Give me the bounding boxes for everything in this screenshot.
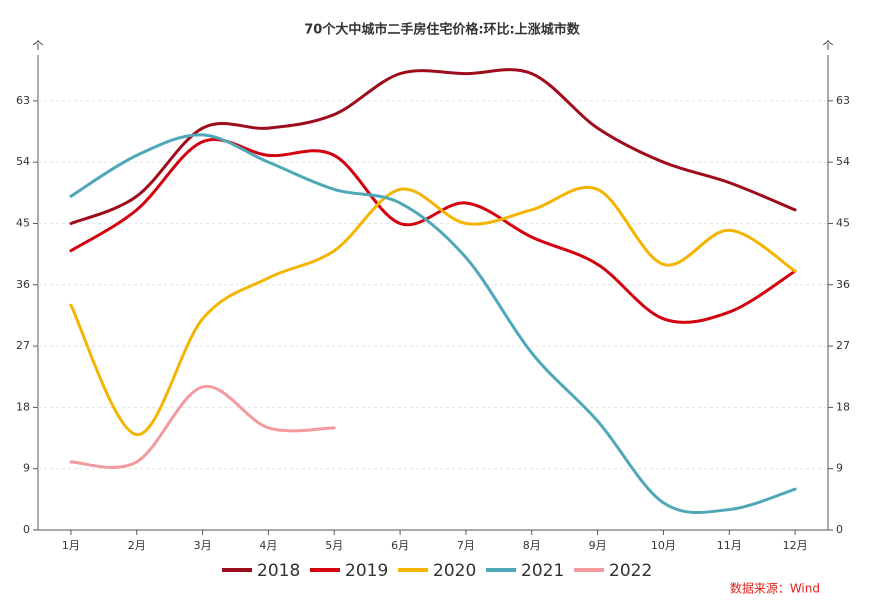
y-unit: 个 — [33, 39, 44, 52]
y2-tick-label: 9 — [836, 462, 843, 475]
x-tick-label: 9月 — [589, 539, 607, 552]
y-tick-label: 45 — [16, 216, 30, 229]
y2-tick-label: 54 — [836, 155, 850, 168]
x-tick-label: 5月 — [325, 539, 343, 552]
x-tick-label: 11月 — [717, 539, 742, 552]
x-tick-label: 2月 — [128, 539, 146, 552]
x-tick-label: 6月 — [391, 539, 409, 552]
x-tick-label: 4月 — [259, 539, 277, 552]
x-tick-label: 8月 — [523, 539, 541, 552]
series-line — [69, 133, 797, 515]
y-tick-label: 27 — [16, 339, 30, 352]
x-tick-label: 10月 — [651, 539, 676, 552]
x-tick-label: 1月 — [62, 539, 80, 552]
y2-tick-label: 18 — [836, 400, 850, 413]
y-tick-label: 63 — [16, 94, 30, 107]
x-tick-label: 3月 — [194, 539, 212, 552]
y-tick-label: 9 — [23, 462, 30, 475]
y2-tick-label: 0 — [836, 523, 843, 536]
legend-label: 2018 — [257, 561, 300, 581]
y-tick-label: 36 — [16, 278, 30, 291]
legend-label: 2020 — [433, 561, 476, 581]
legend-label: 2019 — [345, 561, 388, 581]
y2-tick-label: 36 — [836, 278, 850, 291]
series-line — [69, 138, 797, 324]
y-tick-label: 0 — [23, 523, 30, 536]
series-line — [69, 385, 336, 469]
legend-label: 2021 — [521, 561, 564, 581]
y2-tick-label: 63 — [836, 94, 850, 107]
series-line — [69, 68, 797, 225]
y-tick-label: 54 — [16, 155, 30, 168]
x-tick-label: 12月 — [783, 539, 808, 552]
series-line — [69, 186, 797, 437]
y-tick-label: 18 — [16, 400, 30, 413]
chart-title: 70个大中城市二手房住宅价格:环比:上涨城市数 — [304, 22, 580, 38]
y2-tick-label: 45 — [836, 216, 850, 229]
y2-unit: 个 — [823, 39, 834, 52]
legend-label: 2022 — [609, 561, 652, 581]
source-note: 数据来源：Wind — [730, 581, 820, 596]
x-tick-label: 7月 — [457, 539, 475, 552]
y2-tick-label: 27 — [836, 339, 850, 352]
